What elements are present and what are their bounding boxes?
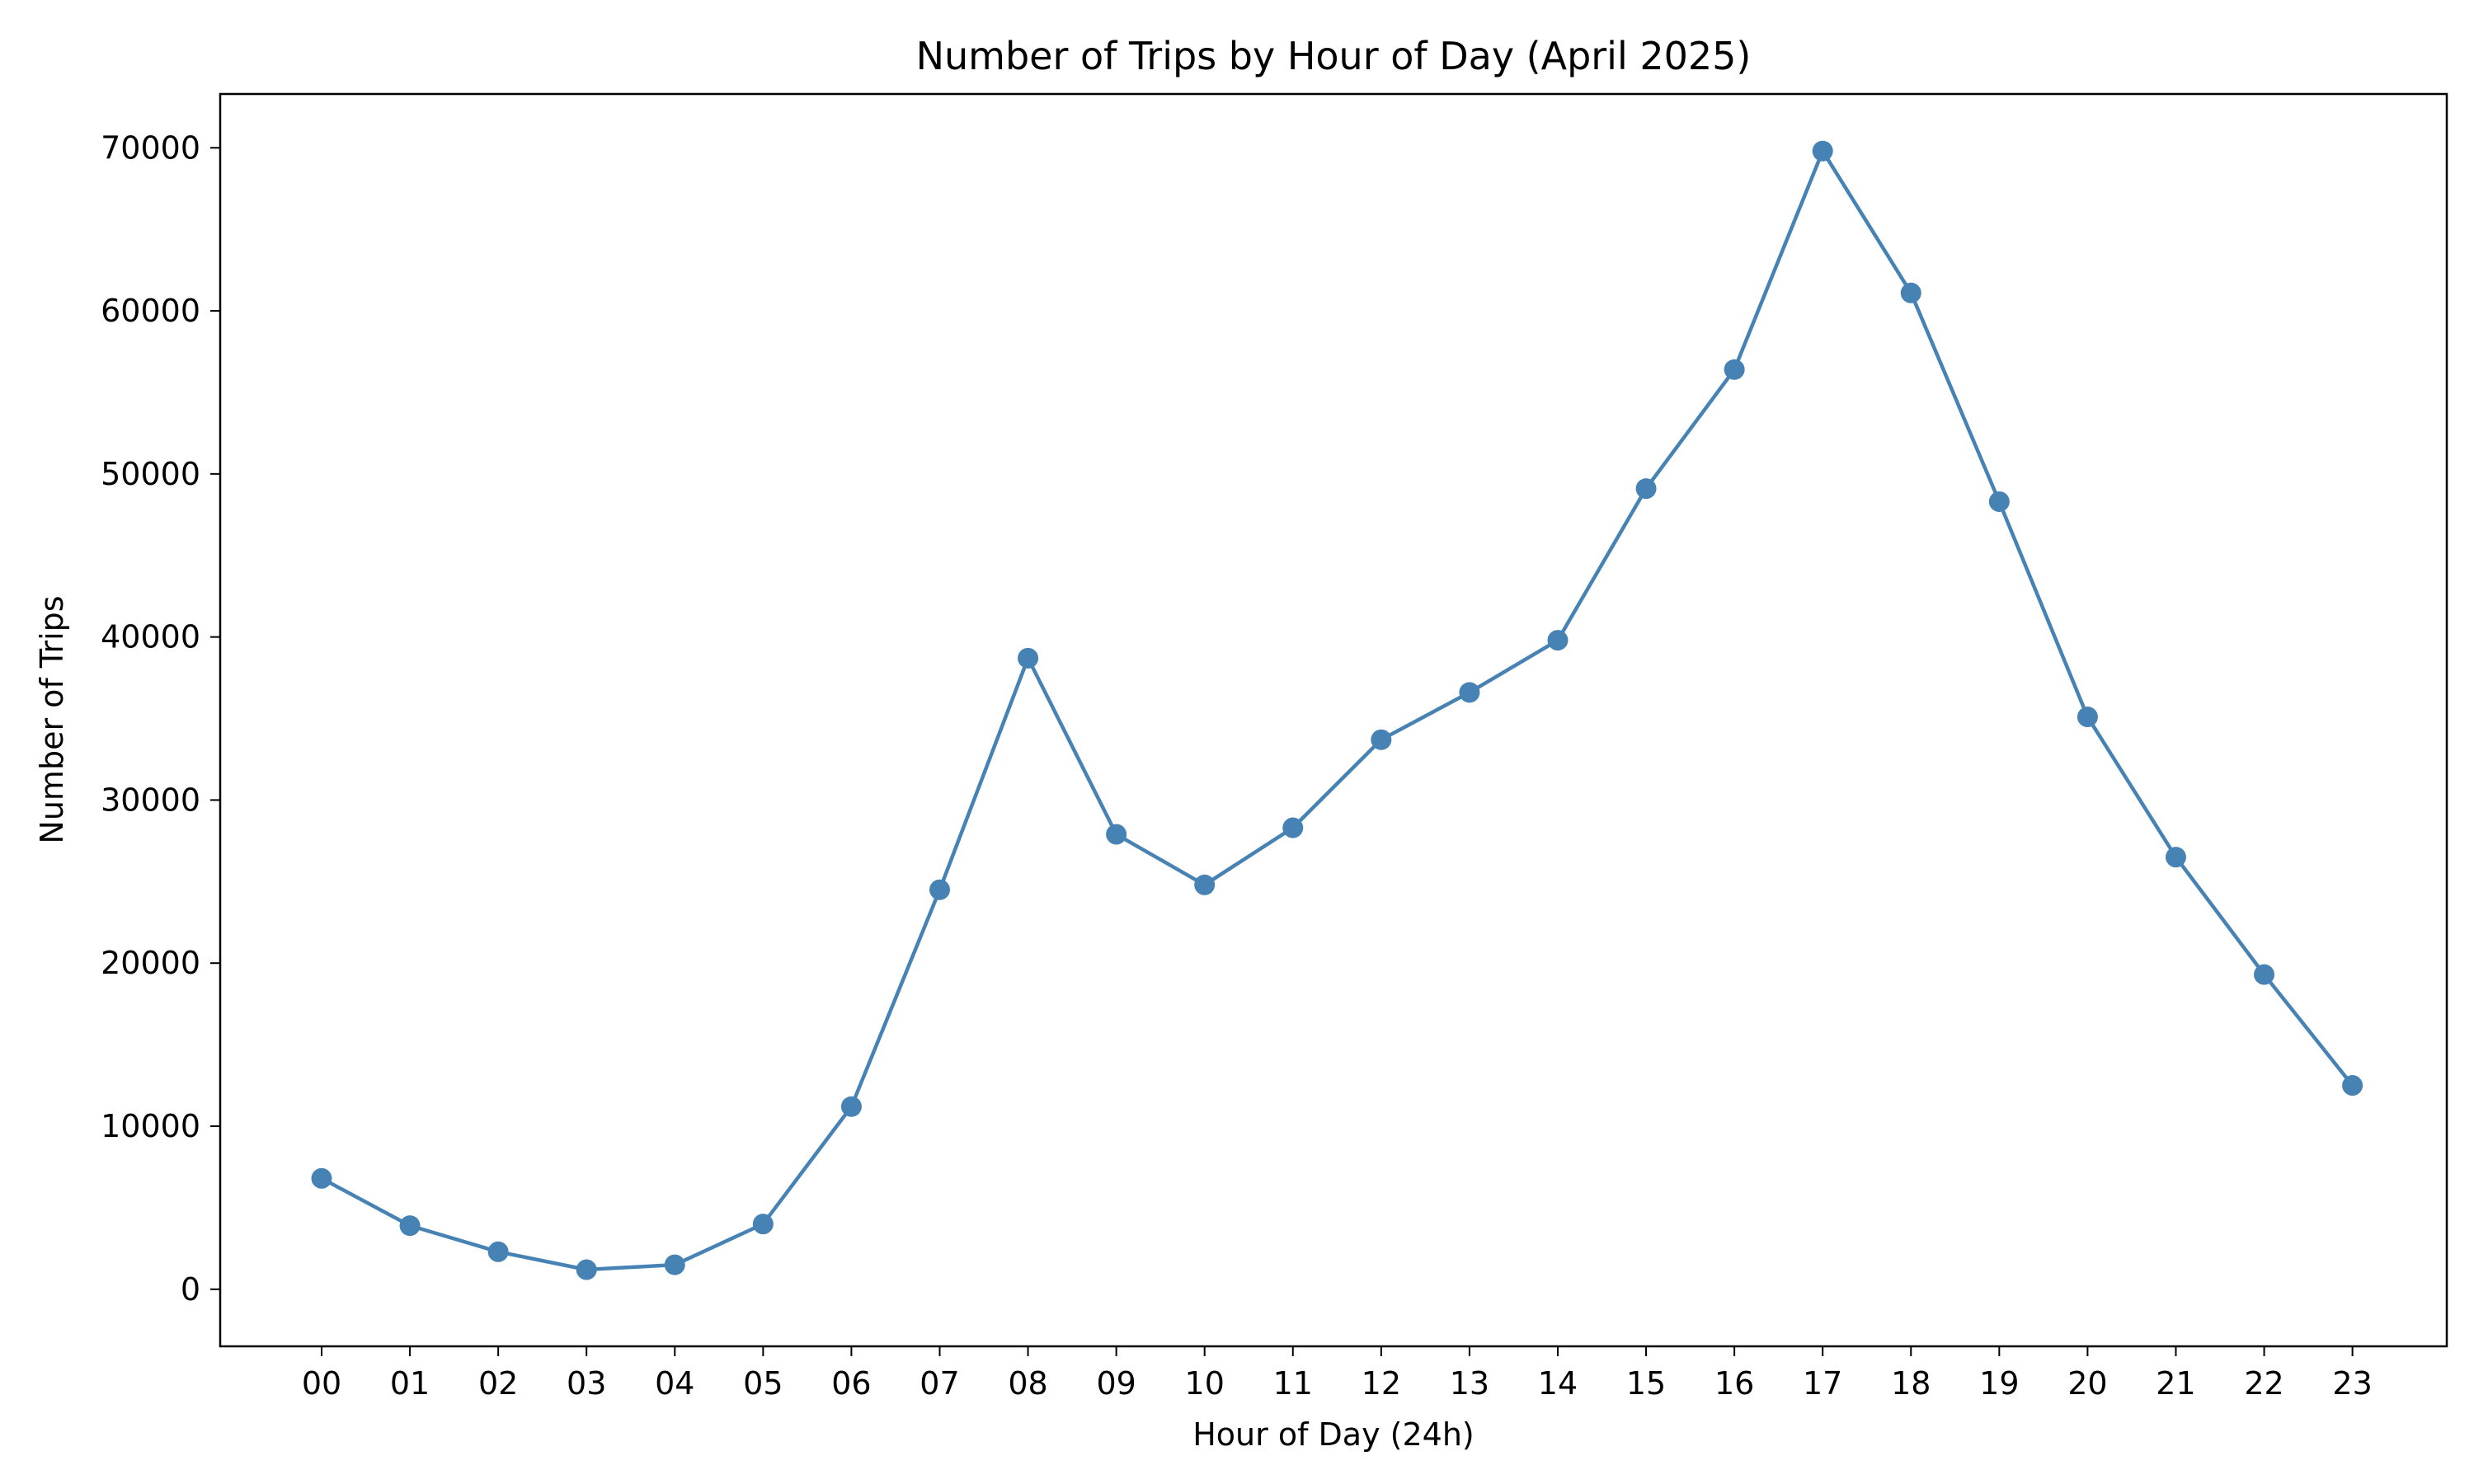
y-axis-label: Number of Trips: [34, 595, 70, 843]
data-point: [664, 1254, 685, 1275]
x-tick-label: 04: [655, 1365, 694, 1402]
data-point: [1106, 824, 1127, 845]
x-tick-label: 13: [1450, 1365, 1489, 1402]
data-point: [1018, 647, 1039, 669]
x-tick-label: 00: [302, 1365, 341, 1402]
data-point: [929, 879, 950, 900]
y-tick-label: 0: [181, 1271, 200, 1308]
x-tick-label: 20: [2067, 1365, 2107, 1402]
y-tick-label: 40000: [101, 619, 200, 655]
x-tick-label: 10: [1185, 1365, 1225, 1402]
chart-title: Number of Trips by Hour of Day (April 20…: [916, 34, 1752, 78]
data-point: [1459, 682, 1480, 703]
data-point: [1724, 359, 1745, 380]
plot-frame: [219, 92, 2448, 1348]
data-point: [487, 1241, 509, 1262]
data-point: [1635, 478, 1657, 500]
data-point: [1282, 817, 1304, 838]
x-tick-label: 02: [478, 1365, 518, 1402]
data-point: [399, 1215, 421, 1237]
x-axis: 00 01 02 03 04 05 06 07 08 09 10 11 12 13 14 15 16 17 18 19…: [302, 1346, 2373, 1402]
data-point: [2342, 1075, 2363, 1097]
series-group: [311, 140, 2363, 1280]
x-tick-label: 22: [2244, 1365, 2284, 1402]
y-tick-label: 20000: [101, 945, 200, 981]
data-point: [1194, 874, 1216, 895]
x-tick-label: 08: [1008, 1365, 1047, 1402]
x-tick-label: 01: [390, 1365, 430, 1402]
data-point: [840, 1096, 862, 1117]
x-tick-label: 07: [920, 1365, 959, 1402]
x-tick-label: 21: [2156, 1365, 2195, 1402]
data-point: [2165, 847, 2186, 868]
data-point: [1371, 729, 1392, 750]
x-tick-label: 14: [1538, 1365, 1578, 1402]
data-point: [576, 1259, 597, 1280]
x-tick-label: 19: [1979, 1365, 2019, 1402]
data-point: [2077, 707, 2098, 728]
x-tick-label: 06: [831, 1365, 871, 1402]
x-tick-label: 17: [1803, 1365, 1842, 1402]
y-tick-label: 70000: [101, 129, 200, 166]
x-tick-label: 16: [1714, 1365, 1754, 1402]
x-tick-label: 03: [567, 1365, 606, 1402]
y-tick-label: 10000: [101, 1108, 200, 1144]
x-tick-label: 05: [743, 1365, 783, 1402]
data-point: [1812, 140, 1833, 162]
x-axis-label: Hour of Day (24h): [1192, 1416, 1475, 1453]
series-line: [320, 148, 2354, 1272]
y-tick-label: 30000: [101, 782, 200, 818]
x-tick-label: 23: [2332, 1365, 2372, 1402]
data-point: [311, 1167, 332, 1189]
y-axis: 0 10000 20000 30000 40000 50000 60000 70000: [101, 129, 220, 1308]
data-point: [2254, 964, 2275, 985]
x-tick-label: 11: [1273, 1365, 1313, 1402]
x-tick-label: 15: [1626, 1365, 1666, 1402]
x-tick-label: 09: [1096, 1365, 1136, 1402]
data-point: [1547, 630, 1569, 651]
y-tick-label: 50000: [101, 456, 200, 492]
y-tick-label: 60000: [101, 293, 200, 329]
x-tick-label: 18: [1891, 1365, 1931, 1402]
data-point: [1988, 491, 2010, 512]
data-point: [1900, 282, 1921, 303]
data-point: [752, 1214, 774, 1235]
x-tick-label: 12: [1362, 1365, 1401, 1402]
